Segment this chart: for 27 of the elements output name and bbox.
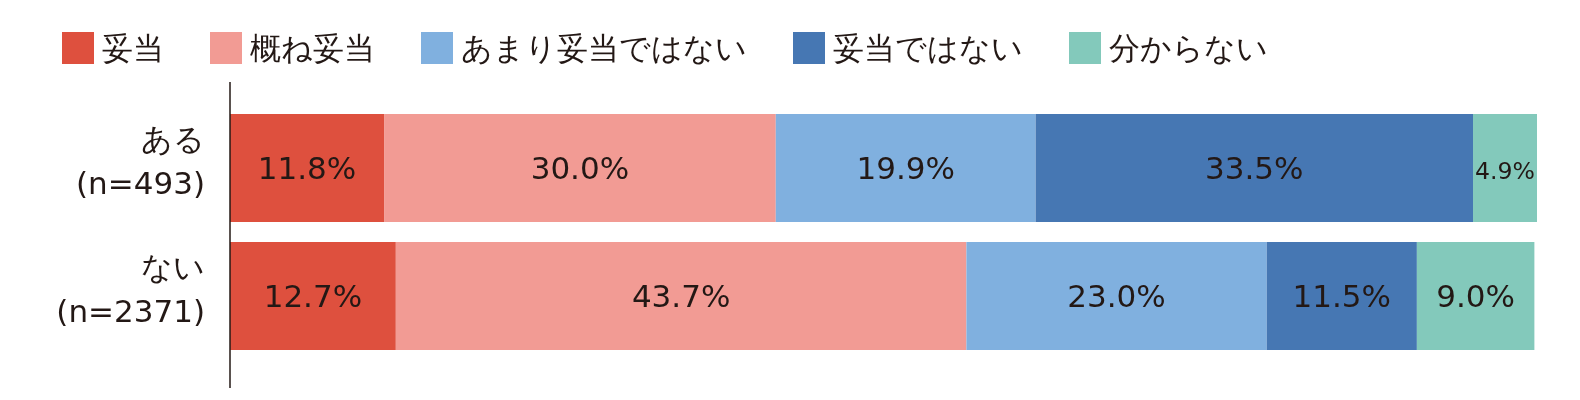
data-label: 19.9% [856,150,955,186]
bar [230,114,385,222]
bar [395,242,967,350]
y-tick-label: ある (n=493) [76,121,205,201]
bar [775,114,1036,222]
data-label: 11.8% [257,150,357,186]
data-label: 11.5% [1292,278,1392,314]
bar [1416,242,1535,350]
legend-label: 分からない [1109,30,1268,66]
legend-label: 概ね妥当 [250,30,375,66]
bar [384,114,776,222]
legend-label: あまり妥当ではない [461,30,747,66]
data-label: 4.9% [1475,157,1535,185]
legend-label: 妥当 [102,30,164,66]
y-tick-label: ない (n=2371) [56,249,205,329]
data-label: 23.0% [1067,278,1166,314]
legend-label: 妥当ではない [833,30,1023,66]
bar [1035,114,1474,222]
data-label: 43.7% [631,278,731,314]
data-label: 33.5% [1205,150,1304,186]
bar [1473,114,1537,222]
bar [1266,242,1417,350]
bar [230,242,396,350]
data-label: 9.0% [1436,278,1516,314]
bar [966,242,1267,350]
data-label: 12.7% [263,278,363,314]
data-label: 30.0% [530,150,630,186]
